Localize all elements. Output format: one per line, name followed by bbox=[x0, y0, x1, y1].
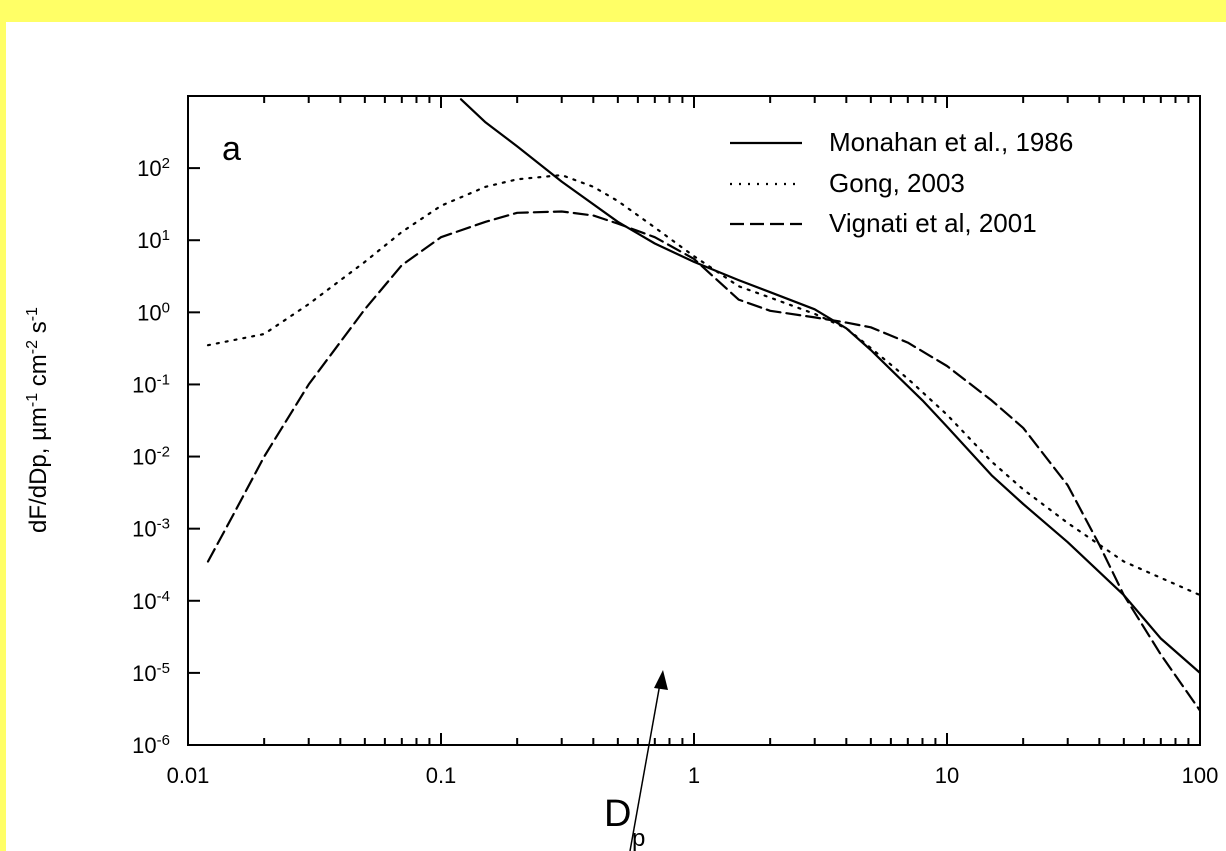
y-tick-base: 10 bbox=[132, 372, 156, 397]
x-axis-label: D p bbox=[604, 793, 645, 851]
y-tick-base: 10 bbox=[132, 445, 156, 470]
y-tick-base: 10 bbox=[132, 517, 156, 542]
y-axis-label-part: dF/dDp, µm bbox=[25, 407, 52, 533]
arrow-shaft bbox=[629, 677, 662, 851]
y-tick-label: 10-1 bbox=[132, 371, 170, 397]
y-tick-label: 100 bbox=[137, 299, 170, 325]
x-tick-label: 0.01 bbox=[167, 763, 210, 788]
tick-labels: 0.01 0.1 1 10 10010210110010-110-210-310-410… bbox=[132, 155, 1218, 788]
panel-label: a bbox=[222, 130, 241, 168]
y-axis-label-sup: -1 bbox=[24, 307, 41, 321]
y-tick-base: 10 bbox=[137, 300, 161, 325]
x-tick-label: 0.1 bbox=[426, 763, 457, 788]
y-axis-label-part: cm bbox=[25, 354, 52, 393]
y-tick-base: 10 bbox=[132, 589, 156, 614]
x-tick-label: 100 bbox=[1182, 763, 1219, 788]
y-axis-label-sup: -1 bbox=[24, 393, 41, 407]
y-tick-exponent: -5 bbox=[157, 660, 170, 677]
y-tick-label: 102 bbox=[137, 155, 170, 181]
annotation-arrow bbox=[629, 670, 668, 851]
legend-label-gong: Gong, 2003 bbox=[829, 168, 965, 198]
y-tick-exponent: -2 bbox=[157, 444, 170, 461]
y-tick-label: 10-6 bbox=[132, 732, 170, 758]
series-line-dotted bbox=[206, 174, 1200, 597]
figure-panel bbox=[6, 22, 1226, 851]
x-axis-label-sub: p bbox=[632, 825, 645, 851]
y-tick-exponent: -3 bbox=[157, 516, 170, 533]
y-tick-exponent: 2 bbox=[162, 155, 170, 172]
y-tick-exponent: -6 bbox=[157, 732, 170, 749]
legend: Monahan et al., 1986 Gong, 2003 Vignati … bbox=[730, 127, 1073, 238]
y-tick-base: 10 bbox=[132, 733, 156, 758]
y-axis-label-sup: -2 bbox=[24, 340, 41, 354]
y-tick-label: 10-4 bbox=[132, 588, 170, 614]
series-lines bbox=[206, 98, 1200, 712]
y-tick-label: 10-2 bbox=[132, 444, 170, 470]
y-axis-label: dF/dDp, µm-1 cm-2 s-1 bbox=[24, 307, 52, 533]
x-axis-label-main: D bbox=[604, 793, 631, 835]
y-tick-label: 101 bbox=[137, 227, 170, 253]
y-tick-base: 10 bbox=[137, 156, 161, 181]
y-tick-label: 10-3 bbox=[132, 516, 170, 542]
legend-label-monahan: Monahan et al., 1986 bbox=[829, 127, 1073, 157]
legend-label-vignati: Vignati et al, 2001 bbox=[829, 208, 1037, 238]
axes-frame bbox=[187, 95, 1201, 746]
series-line-dashed bbox=[206, 210, 1200, 712]
y-tick-exponent: -4 bbox=[157, 588, 170, 605]
y-tick-label: 10-5 bbox=[132, 660, 170, 686]
series-line-solid bbox=[459, 98, 1200, 675]
arrow-head bbox=[654, 670, 668, 690]
y-tick-base: 10 bbox=[132, 661, 156, 686]
y-axis-label-part: s bbox=[25, 321, 52, 340]
x-tick-label: 10 bbox=[935, 763, 959, 788]
x-tick-label: 1 bbox=[688, 763, 700, 788]
y-tick-exponent: -1 bbox=[157, 371, 170, 388]
y-tick-exponent: 0 bbox=[162, 299, 170, 316]
y-tick-base: 10 bbox=[137, 228, 161, 253]
y-tick-exponent: 1 bbox=[162, 227, 170, 244]
plot-frame bbox=[187, 95, 1201, 746]
